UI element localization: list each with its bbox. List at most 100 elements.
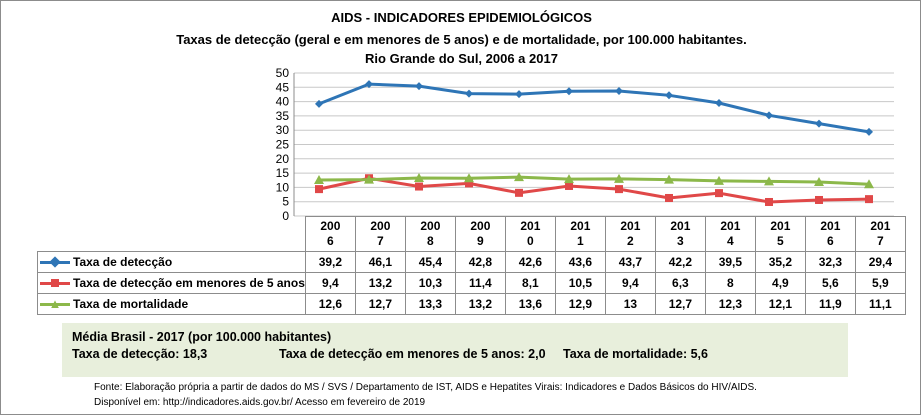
data-label: 10,3 — [404, 272, 456, 294]
data-point — [614, 173, 624, 183]
data-label: 12,7 — [354, 293, 406, 315]
triangle-marker-icon — [40, 300, 70, 309]
data-label: 11,1 — [854, 293, 906, 315]
series-line — [318, 175, 870, 186]
chart-subtitle-2: Rio Grande do Sul, 2006 a 2017 — [365, 51, 558, 66]
data-label: 42,6 — [504, 251, 556, 273]
data-label: 6,3 — [654, 272, 706, 294]
x-tick-label: 2010 — [504, 216, 556, 252]
data-label: 13 — [604, 293, 656, 315]
x-tick-label: 2013 — [654, 216, 706, 252]
x-tick-label: 2012 — [604, 216, 656, 252]
data-point — [765, 111, 773, 120]
data-label: 13,2 — [454, 293, 506, 315]
data-label: 9,4 — [604, 272, 656, 294]
data-point — [714, 175, 724, 185]
data-point — [514, 172, 524, 182]
data-point — [664, 174, 674, 184]
y-tick-label: 35 — [276, 109, 290, 123]
chart-title: AIDS - INDICADORES EPIDEMIOLÓGICOS — [331, 10, 592, 25]
data-point — [465, 179, 473, 188]
legend-under5: Taxa de detecção em menores de 5 anos — [37, 272, 306, 294]
x-tick-label: 2006 — [304, 216, 356, 252]
brazil-average-box: Média Brasil - 2017 (por 100.000 habitan… — [62, 323, 848, 377]
data-label: 39,2 — [304, 251, 356, 273]
summary-detection: Taxa de detecção: 18,3 — [72, 347, 208, 361]
x-tick-label: 2016 — [804, 216, 856, 252]
data-label: 12,6 — [304, 293, 356, 315]
data-point — [715, 99, 723, 108]
data-point — [814, 176, 824, 186]
data-label: 13,3 — [404, 293, 456, 315]
data-label: 10,5 — [554, 272, 606, 294]
data-label: 43,7 — [604, 251, 656, 273]
data-point — [364, 174, 374, 184]
data-label: 29,4 — [854, 251, 906, 273]
series-line — [318, 176, 870, 204]
data-label: 5,6 — [804, 272, 856, 294]
x-tick-label: 2017 — [854, 216, 906, 252]
source-note: Fonte: Elaboração própria a partir de da… — [94, 382, 757, 393]
summary-under5: Taxa de detecção em menores de 5 anos: 2… — [279, 347, 546, 361]
series-line — [318, 82, 870, 134]
x-tick-label: 2011 — [554, 216, 606, 252]
availability-note: Disponível em: http://indicadores.aids.g… — [94, 397, 426, 408]
data-point — [415, 182, 423, 191]
chart-subtitle: Taxas de detecção (geral e em menores de… — [176, 32, 747, 47]
data-point — [815, 195, 823, 204]
data-point — [314, 174, 324, 184]
x-tick-label: 2007 — [354, 216, 406, 252]
data-label: 4,9 — [754, 272, 806, 294]
data-point — [865, 195, 873, 204]
data-label: 45,4 — [404, 251, 456, 273]
legend-mortality: Taxa de mortalidade — [37, 293, 306, 315]
series-label: Taxa de mortalidade — [73, 297, 189, 311]
data-point — [565, 181, 573, 190]
y-tick-label: 45 — [276, 80, 290, 94]
data-label: 5,9 — [854, 272, 906, 294]
data-point — [415, 82, 423, 91]
data-point — [414, 172, 424, 182]
data-table: 2006 2007 2008 2009 2010 2011 2012 2013 2014 2015… — [37, 216, 906, 315]
data-point — [464, 173, 474, 183]
data-label: 13,2 — [354, 272, 406, 294]
data-label: 35,2 — [754, 251, 806, 273]
data-label: 8 — [704, 272, 756, 294]
x-tick-label: 2014 — [704, 216, 756, 252]
data-point — [515, 188, 523, 197]
data-point — [665, 193, 673, 202]
y-tick-label: 5 — [282, 195, 289, 209]
y-tick-label: 50 — [276, 66, 290, 80]
data-label: 32,3 — [804, 251, 856, 273]
data-label: 9,4 — [304, 272, 356, 294]
y-tick-label: 20 — [276, 152, 290, 166]
data-point — [715, 189, 723, 198]
x-tick-label: 2015 — [754, 216, 806, 252]
y-tick-label: 30 — [276, 123, 290, 137]
data-label: 12,7 — [654, 293, 706, 315]
x-tick-label: 2009 — [454, 216, 506, 252]
summary-title: Média Brasil - 2017 (por 100.000 habitan… — [72, 330, 332, 344]
data-label: 42,2 — [654, 251, 706, 273]
data-label: 8,1 — [504, 272, 556, 294]
diamond-marker-icon — [40, 256, 70, 268]
table-corner — [37, 216, 306, 252]
data-label: 11,4 — [454, 272, 506, 294]
data-label: 43,6 — [554, 251, 606, 273]
x-tick-label: 2008 — [404, 216, 456, 252]
data-point — [864, 179, 874, 189]
data-point — [865, 127, 873, 136]
y-tick-label: 15 — [276, 166, 290, 180]
data-label: 13,6 — [504, 293, 556, 315]
data-point — [315, 185, 323, 194]
data-label: 12,1 — [754, 293, 806, 315]
data-point — [564, 174, 574, 184]
data-label: 46,1 — [354, 251, 406, 273]
data-point — [764, 176, 774, 186]
square-marker-icon — [40, 279, 70, 288]
data-label: 42,8 — [454, 251, 506, 273]
data-point — [615, 185, 623, 194]
data-label: 12,3 — [704, 293, 756, 315]
